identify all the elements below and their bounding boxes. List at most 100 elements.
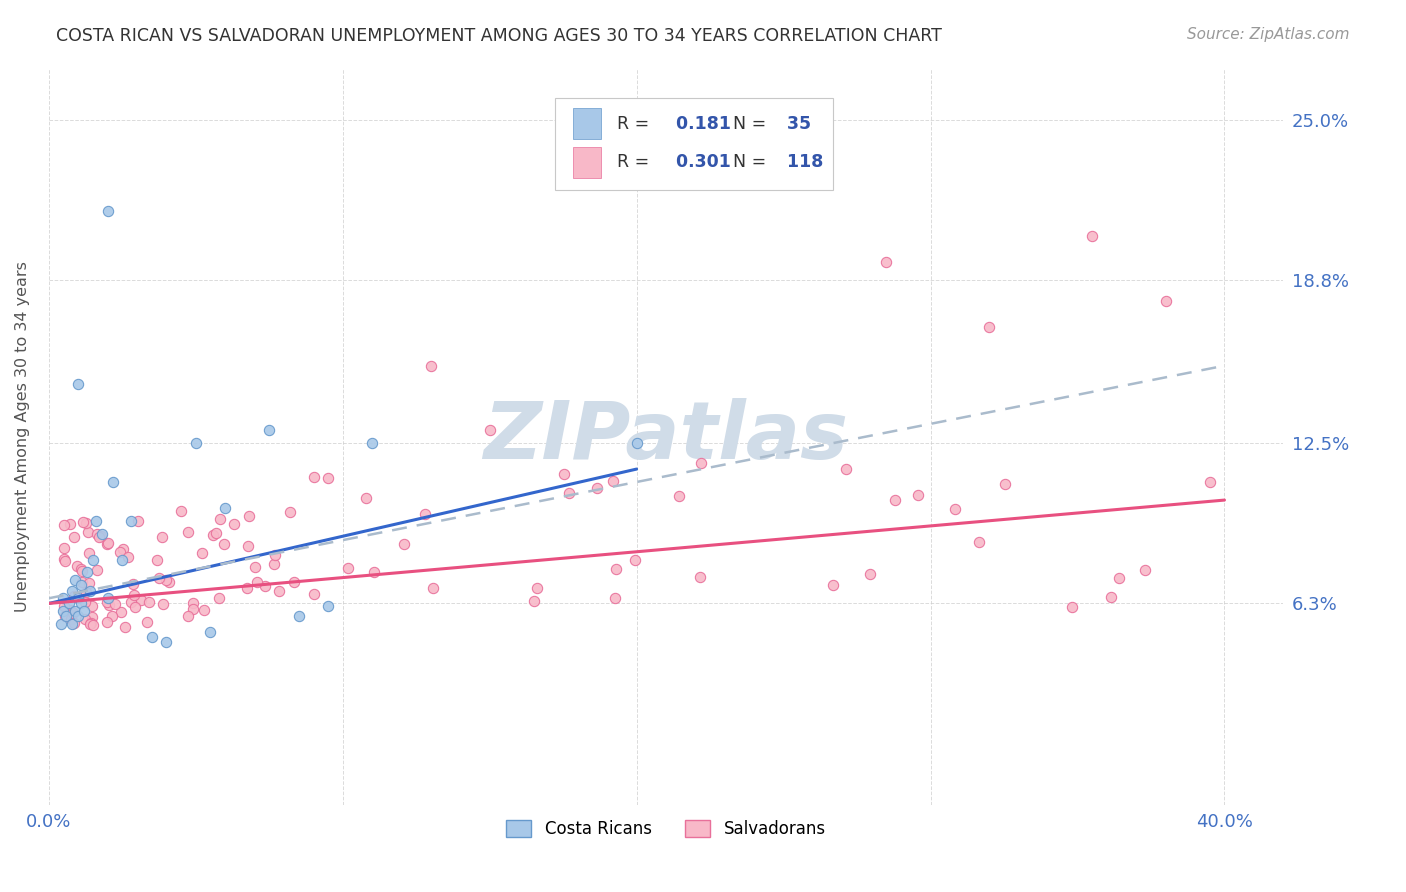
Point: [1081, 229, 1104, 244]
Point: [202, 527, 225, 541]
Point: [60, 583, 83, 598]
FancyBboxPatch shape: [574, 108, 600, 139]
Point: [257, 423, 280, 437]
Point: [478, 423, 501, 437]
Point: [243, 560, 266, 574]
Point: [176, 525, 198, 540]
Point: [602, 474, 624, 488]
Point: [907, 488, 929, 502]
Text: 0.181: 0.181: [669, 115, 731, 133]
Point: [59, 603, 82, 617]
Point: [146, 552, 169, 566]
Point: [96, 203, 118, 218]
Point: [1060, 599, 1083, 614]
Point: [157, 575, 180, 590]
Point: [62, 531, 84, 545]
Point: [1198, 475, 1220, 489]
Point: [97, 536, 120, 550]
Point: [875, 255, 897, 269]
Point: [1099, 590, 1122, 604]
Point: [82, 618, 104, 632]
Point: [70, 562, 93, 576]
Point: [150, 530, 173, 544]
Point: [884, 493, 907, 508]
Point: [246, 575, 269, 590]
Point: [96, 595, 118, 609]
Point: [690, 456, 713, 470]
Point: [994, 477, 1017, 491]
Point: [96, 615, 118, 629]
Point: [152, 597, 174, 611]
Point: [979, 320, 1001, 334]
FancyBboxPatch shape: [555, 98, 832, 190]
Point: [129, 592, 152, 607]
Point: [138, 595, 160, 609]
Point: [52, 591, 75, 606]
Text: 118: 118: [780, 153, 823, 171]
Text: N =: N =: [721, 115, 772, 133]
Point: [122, 577, 145, 591]
Point: [55, 609, 77, 624]
Point: [49, 617, 72, 632]
Point: [96, 537, 118, 551]
Point: [117, 550, 139, 565]
Point: [67, 376, 90, 391]
Y-axis label: Unemployment Among Ages 30 to 34 years: Unemployment Among Ages 30 to 34 years: [15, 261, 30, 612]
Point: [224, 516, 246, 531]
Point: [287, 609, 309, 624]
Point: [943, 502, 966, 516]
Point: [59, 612, 82, 626]
Point: [263, 557, 285, 571]
Point: [79, 617, 101, 632]
Point: [967, 535, 990, 549]
Point: [62, 606, 84, 620]
Text: N =: N =: [721, 153, 772, 171]
Point: [689, 570, 711, 584]
Point: [363, 565, 385, 579]
Point: [73, 612, 96, 626]
Point: [267, 584, 290, 599]
Point: [254, 578, 277, 592]
Point: [66, 559, 89, 574]
Point: [75, 516, 97, 530]
Point: [53, 554, 76, 568]
Point: [63, 604, 86, 618]
Point: [1108, 571, 1130, 585]
Point: [208, 512, 231, 526]
Point: [77, 546, 100, 560]
Point: [184, 436, 207, 450]
Point: [90, 526, 112, 541]
Text: COSTA RICAN VS SALVADORAN UNEMPLOYMENT AMONG AGES 30 TO 34 YEARS CORRELATION CHA: COSTA RICAN VS SALVADORAN UNEMPLOYMENT A…: [56, 27, 942, 45]
Point: [127, 514, 149, 528]
Point: [53, 541, 76, 556]
Point: [170, 504, 193, 518]
Text: 0.301: 0.301: [669, 153, 731, 171]
Point: [87, 531, 110, 545]
Point: [193, 603, 215, 617]
Text: R =: R =: [617, 153, 654, 171]
Text: Source: ZipAtlas.com: Source: ZipAtlas.com: [1187, 27, 1350, 42]
Point: [135, 615, 157, 629]
Point: [82, 552, 104, 566]
Point: [835, 461, 858, 475]
Point: [86, 563, 108, 577]
Point: [263, 549, 285, 563]
Point: [110, 605, 132, 619]
Point: [52, 518, 75, 533]
Point: [212, 536, 235, 550]
Point: [124, 599, 146, 614]
Point: [77, 575, 100, 590]
Point: [585, 481, 607, 495]
Point: [111, 542, 134, 557]
Point: [392, 537, 415, 551]
Text: 35: 35: [780, 115, 811, 133]
Point: [111, 552, 134, 566]
Point: [76, 525, 98, 540]
Point: [141, 630, 163, 644]
Point: [302, 470, 325, 484]
Point: [356, 491, 378, 505]
Point: [148, 571, 170, 585]
Point: [624, 553, 647, 567]
Point: [101, 609, 124, 624]
Point: [553, 467, 575, 481]
